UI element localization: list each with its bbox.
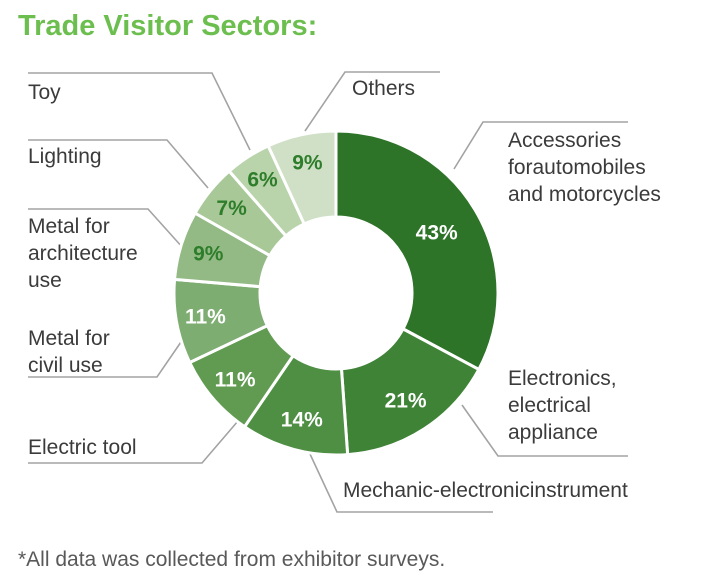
donut-percentage-labels: 43% 21% 14% 11% 11% 9% 7%6% 9%: [185, 151, 458, 431]
callout-label-lighting: Lighting: [28, 145, 102, 168]
pct-label-metal-architecture: 9%: [193, 243, 224, 266]
pct-label-electronics: 21%: [385, 389, 427, 412]
leader-line-metal-civil: [28, 341, 182, 378]
leader-line-lighting: [28, 139, 209, 189]
callout-label-metal-architecture: Metal for architecture use: [28, 215, 138, 292]
pct-label-mechanic: 14%: [281, 409, 323, 432]
leader-line-mechanic: [309, 453, 493, 513]
callout-label-toy: Toy: [28, 81, 61, 104]
pie-slice-others: [266, 129, 338, 226]
callout-label-accessories: Accessories forautomobiles and motorcycl…: [508, 129, 661, 206]
pct-label-others: 9%: [292, 151, 323, 174]
pct-label-toy: 6%: [247, 169, 278, 192]
leader-line-toy: [28, 72, 251, 151]
leader-line-metal-architecture: [28, 208, 184, 249]
callout-label-electronics: Electronics, electrical appliance: [508, 367, 617, 444]
callout-label-mechanic: Mechanic-electronicinstrument: [343, 479, 628, 502]
donut-slices: [172, 129, 500, 457]
pie-slice-electronics: [339, 327, 481, 457]
pct-label-metal-civil: 11%: [185, 306, 226, 329]
leader-line-accessories: [453, 121, 628, 170]
pct-label-electric-tool: 11%: [215, 368, 256, 391]
leader-line-others: [304, 71, 440, 132]
donut-chart: 43% 21% 14% 11% 11% 9% 7%6% 9%: [28, 71, 628, 513]
footnote: *All data was collected from exhibitor s…: [18, 548, 446, 571]
callout-label-others: Others: [352, 77, 416, 100]
callout-label-electric-tool: Electric tool: [28, 436, 137, 459]
pct-label-lighting: 7%: [216, 197, 247, 220]
leader-line-electric-tool: [28, 420, 239, 464]
pct-label-accessories: 43%: [416, 222, 458, 245]
leader-line-electronics: [461, 404, 628, 457]
callout-label-metal-civil: Metal for civil use: [28, 327, 110, 377]
page-title: Trade Visitor Sectors:: [18, 10, 318, 42]
leader-lines: [28, 71, 628, 513]
pie-slice-accessories: [334, 129, 500, 371]
